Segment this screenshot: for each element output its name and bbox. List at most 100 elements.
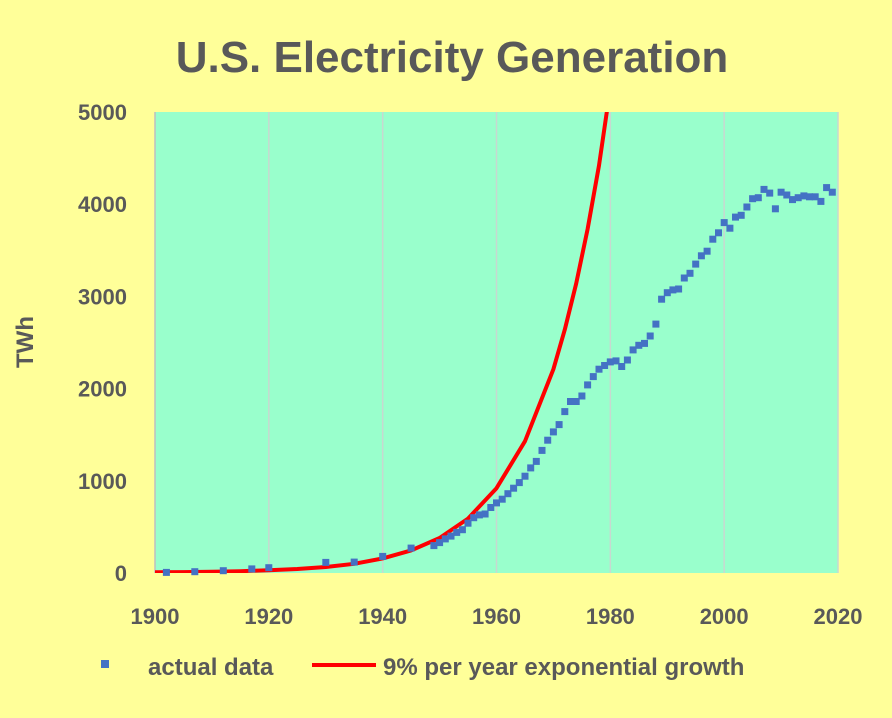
actual-data-point	[675, 285, 683, 293]
actual-data-point	[686, 269, 694, 277]
y-tick-label: 4000	[78, 192, 127, 217]
actual-data-point	[794, 194, 802, 202]
actual-data-point	[737, 211, 745, 219]
y-tick-label: 0	[115, 561, 127, 586]
actual-data-point	[498, 495, 506, 503]
actual-data-point	[322, 558, 330, 566]
actual-data-point	[572, 398, 580, 405]
y-tick-label: 1000	[78, 469, 127, 494]
actual-data-point	[754, 194, 762, 202]
actual-data-point	[612, 357, 620, 365]
actual-data-point	[618, 363, 626, 370]
actual-data-point	[760, 185, 768, 193]
actual-data-point	[578, 392, 586, 400]
legend-exponential-growth-label: 9% per year exponential growth	[383, 654, 744, 681]
actual-data-point	[743, 203, 751, 211]
actual-data-point	[470, 514, 478, 522]
actual-data-point	[715, 229, 722, 237]
actual-data-point	[709, 235, 717, 243]
actual-data-point	[811, 193, 819, 201]
actual-data-point	[407, 544, 415, 552]
actual-data-point	[493, 499, 500, 507]
actual-data-point	[162, 568, 170, 576]
x-tick-label: 1920	[244, 604, 293, 629]
actual-data-point	[646, 332, 654, 340]
y-tick-label: 2000	[78, 377, 127, 402]
actual-data-point	[828, 188, 836, 196]
y-tick-label: 5000	[78, 100, 127, 125]
actual-data-point	[601, 362, 609, 369]
actual-data-point	[265, 564, 273, 572]
actual-data-point	[749, 195, 757, 203]
actual-data-point	[219, 567, 227, 575]
actual-data-point	[515, 479, 523, 487]
actual-data-point	[789, 196, 796, 204]
actual-data-point	[680, 274, 688, 282]
x-tick-label: 1980	[586, 604, 635, 629]
actual-data-point	[823, 184, 831, 192]
plot-area: 0 1000 2000 3000 4000 5000 1900 1920 1940 1960 198…	[78, 100, 863, 629]
actual-data-point	[487, 504, 495, 511]
actual-data-point	[441, 535, 449, 543]
actual-data-point	[595, 365, 603, 373]
actual-data-point	[248, 565, 256, 573]
actual-data-point	[703, 247, 711, 255]
legend-actual-data-marker	[101, 660, 109, 668]
x-tick-label: 1940	[358, 604, 407, 629]
actual-data-point	[692, 260, 700, 268]
actual-data-point	[464, 519, 472, 527]
actual-data-point	[783, 191, 791, 199]
actual-data-point	[606, 358, 614, 366]
actual-data-point	[806, 193, 813, 201]
actual-data-point	[584, 381, 592, 389]
actual-data-point	[641, 339, 648, 347]
actual-data-point	[532, 457, 540, 465]
actual-data-point	[504, 490, 512, 498]
actual-data-point	[652, 320, 660, 328]
actual-data-point	[555, 421, 563, 429]
actual-data-point	[510, 484, 518, 492]
actual-data-point	[663, 289, 671, 297]
actual-data-point	[447, 532, 455, 540]
actual-data-point	[777, 188, 785, 196]
actual-data-point	[635, 341, 643, 349]
actual-data-point	[481, 510, 489, 518]
actual-data-point	[658, 295, 666, 303]
actual-data-point	[549, 428, 557, 436]
actual-data-point	[521, 472, 529, 480]
legend-actual-data-label: actual data	[148, 654, 274, 681]
exponential-growth-line	[155, 112, 609, 573]
actual-data-point	[379, 552, 387, 560]
actual-data-point	[458, 526, 466, 534]
actual-data-point	[191, 568, 199, 576]
actual-data-point	[538, 446, 546, 454]
actual-data-point	[436, 539, 444, 547]
y-axis-label: TWh	[12, 316, 39, 368]
actual-data-point	[771, 205, 779, 213]
actual-data-point	[623, 356, 631, 364]
actual-data-point	[720, 219, 728, 227]
x-tick-label: 2020	[814, 604, 863, 629]
actual-data-point	[629, 346, 637, 354]
actual-data-point	[527, 464, 535, 472]
x-tick-label: 2000	[700, 604, 749, 629]
chart-title: U.S. Electricity Generation	[176, 33, 729, 82]
legend: actual data 9% per year exponential grow…	[101, 654, 744, 681]
actual-data-point	[766, 189, 774, 197]
actual-data-point	[350, 558, 358, 566]
actual-data-point	[817, 197, 825, 205]
actual-data-point	[567, 398, 574, 405]
actual-data-point	[697, 252, 705, 260]
actual-data-point	[430, 542, 438, 550]
plot-series	[155, 112, 609, 573]
actual-data-point	[726, 224, 734, 232]
x-tick-label: 1900	[131, 604, 180, 629]
actual-data-point	[544, 436, 552, 444]
y-tick-label: 3000	[78, 284, 127, 309]
actual-data-point	[669, 286, 677, 294]
actual-data-point	[800, 192, 808, 200]
actual-data-point	[453, 528, 461, 536]
actual-data-point	[475, 511, 483, 519]
